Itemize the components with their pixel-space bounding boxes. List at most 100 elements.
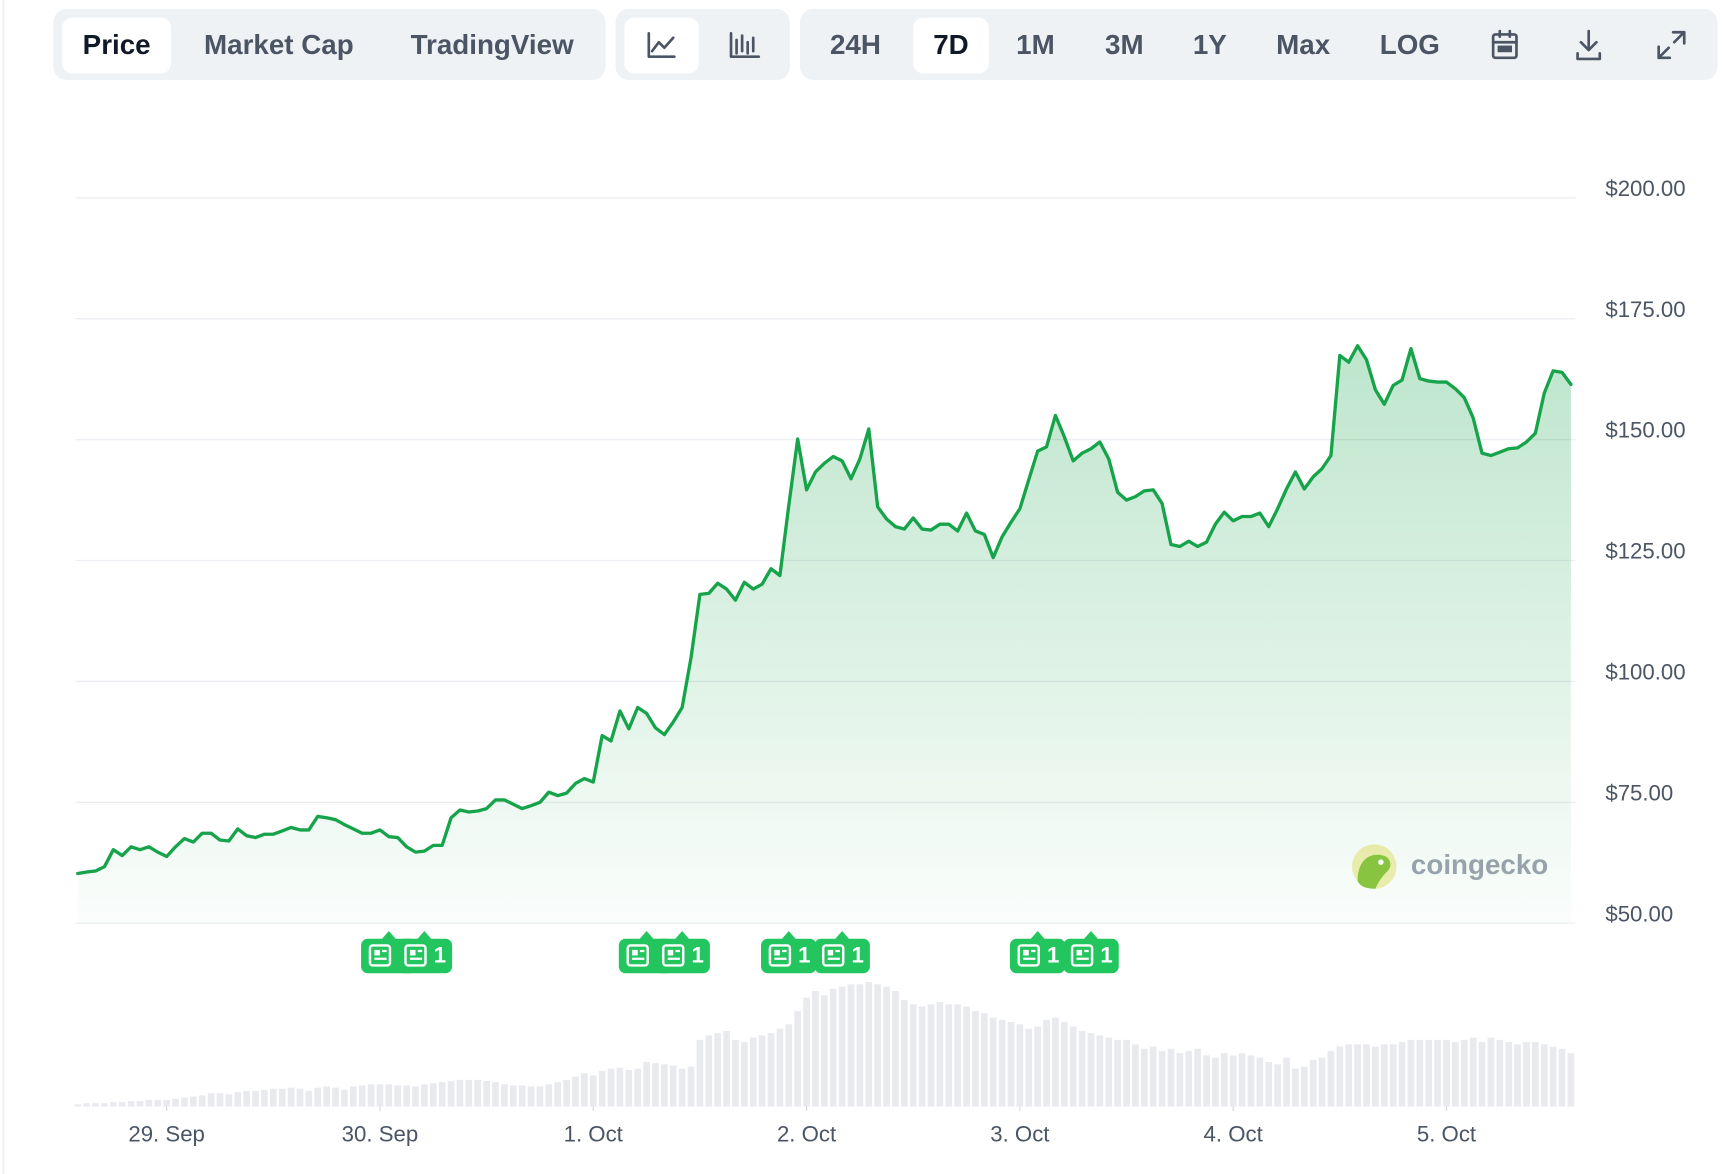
news-icon-block [827,949,834,956]
volume-bar [332,1087,339,1107]
range-7d[interactable]: 7D [933,29,969,60]
volume-bar [207,1093,215,1107]
range-1y[interactable]: 1Y [1193,29,1227,60]
volume-bar [1016,1024,1024,1107]
volume-bar [945,1004,953,1107]
news-marker[interactable]: 1 [396,931,453,974]
volume-bar [296,1088,304,1107]
volume-bar [154,1099,162,1107]
news-icon [368,944,392,967]
volume-bar [723,1030,730,1107]
volume-bar [109,1102,117,1107]
news-icon [1017,944,1040,967]
volume-bar [1114,1039,1121,1107]
volume-bar [349,1086,357,1107]
volume-bar [918,1006,926,1107]
volume-bar [767,1033,775,1107]
range-3m[interactable]: 3M [1105,29,1144,60]
calendar-icon[interactable] [1491,29,1518,60]
volume-bar [1363,1044,1370,1107]
tab-selected-bg [62,17,172,74]
news-icon-lines [774,949,787,960]
volume-bar [1158,1050,1166,1107]
news-marker[interactable]: 1 [761,931,817,974]
volume-bar [136,1100,144,1107]
x-tick-label: 1. Oct [564,1121,623,1146]
volume-bar [83,1103,90,1107]
tab-tradingview[interactable]: TradingView [411,29,574,60]
news-icon-lines [827,949,840,960]
news-marker[interactable]: 1 [1009,931,1066,974]
volume-bar [1469,1037,1477,1107]
news-icon-lines [632,949,645,960]
volume-bar [145,1099,153,1107]
y-tick-label: $200.00 [1605,176,1685,201]
range-group [799,8,1718,81]
tab-price[interactable]: Price [83,29,151,60]
volume-bar [874,984,881,1107]
fullscreen-icon[interactable] [1657,30,1686,60]
news-tab [638,931,655,940]
range-24h[interactable]: 24H [830,29,881,60]
volume-bar [1460,1039,1468,1107]
volume-bar [989,1017,997,1107]
news-icon-lines [667,949,680,960]
line-chart-icon[interactable] [647,32,676,59]
volume-bar [118,1102,126,1107]
download-icon[interactable] [1576,29,1602,61]
news-marker[interactable]: 1 [814,931,870,974]
range-1m[interactable]: 1M [1016,29,1055,60]
volume-bar [341,1089,348,1107]
volume-bar [1220,1053,1228,1107]
price-line [76,344,1573,876]
news-icon-block [632,949,638,956]
volume-bar [483,1080,490,1107]
volume-bar [1532,1042,1539,1107]
volume-bar [705,1035,713,1107]
news-marker[interactable]: 1 [1063,931,1119,974]
news-count: 1 [798,942,810,967]
volume-bar [474,1079,482,1107]
volume-bar [1176,1053,1184,1107]
news-tab [381,931,397,940]
volume-bar [1345,1044,1353,1107]
volume-bar [447,1080,455,1107]
volume-bar [1407,1039,1415,1107]
volume-bar [501,1084,508,1107]
volume-bar [438,1082,446,1107]
news-icon [662,944,685,967]
volume-bar [1478,1042,1486,1107]
volume-bar [634,1068,642,1107]
volume-bar [1283,1057,1290,1107]
scale-log[interactable]: LOG [1380,29,1440,60]
tab-market-cap[interactable]: Market Cap [204,29,354,60]
volume-bar [181,1097,188,1107]
volume-bar [687,1066,695,1107]
news-marker[interactable]: 1 [654,931,710,974]
candle-chart-icon[interactable] [729,32,761,59]
range-max[interactable]: Max [1276,29,1331,60]
volume-bar [376,1084,384,1107]
volume-bar [1318,1057,1326,1107]
volume-bar [1505,1042,1513,1107]
x-tick-label: 3. Oct [990,1121,1049,1146]
volume-bar [492,1082,499,1107]
volume-bar [1140,1048,1148,1107]
volume-bar [972,1011,979,1107]
volume-bar [1452,1042,1459,1107]
news-icon-block [1023,949,1029,956]
volume-bar [456,1079,464,1107]
volume-bar [892,991,899,1107]
volume-bar [1372,1046,1379,1107]
volume-bar [1149,1046,1157,1107]
y-tick-label: $175.00 [1605,297,1685,322]
volume-bar [661,1064,668,1107]
volume-bar [572,1076,579,1107]
volume-bar [1567,1053,1575,1107]
y-tick-label: $150.00 [1605,418,1685,443]
volume-bar [1380,1044,1388,1107]
volume-bar [527,1086,535,1107]
volume-bar [616,1067,624,1107]
volume-bar [776,1028,784,1107]
news-icon [626,944,649,967]
